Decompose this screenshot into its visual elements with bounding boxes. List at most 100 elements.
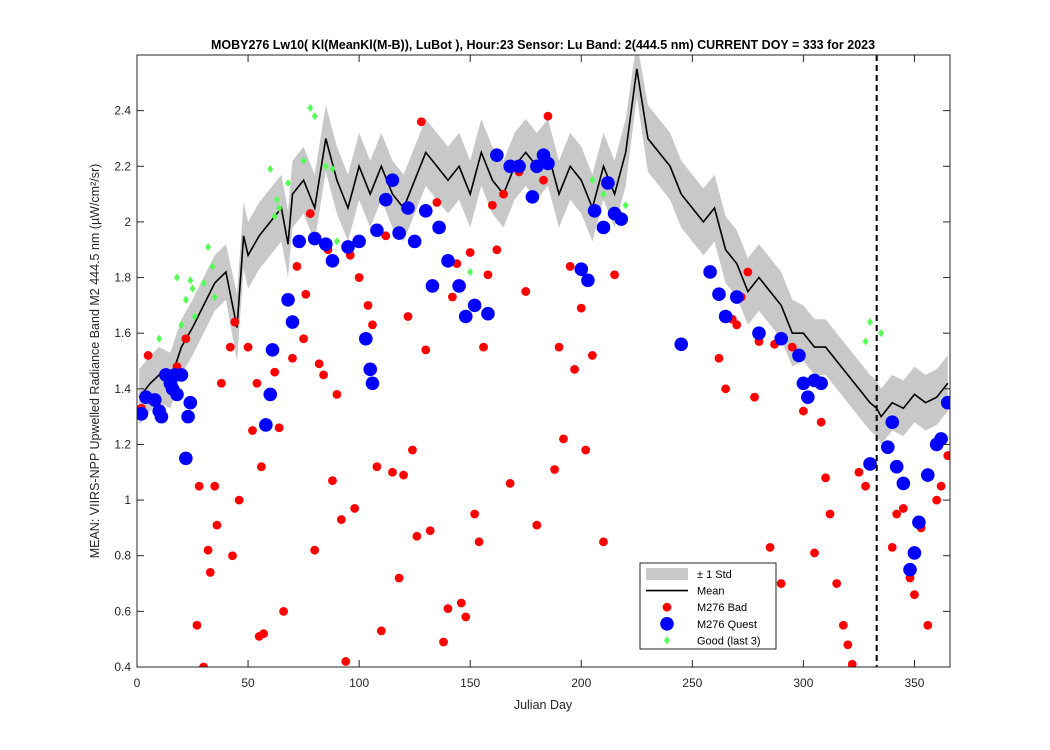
bad-point bbox=[403, 312, 413, 321]
good-point bbox=[276, 204, 283, 212]
quest-point bbox=[581, 273, 595, 288]
bad-point bbox=[898, 504, 908, 513]
bad-point bbox=[225, 342, 235, 352]
quest-point bbox=[814, 376, 828, 391]
bad-point bbox=[887, 542, 897, 552]
bad-point bbox=[565, 262, 575, 271]
quest-point bbox=[907, 546, 922, 560]
quest-point bbox=[541, 156, 555, 171]
y-tick-label: 1.4 bbox=[114, 382, 131, 396]
good-point bbox=[878, 329, 885, 338]
good-point bbox=[191, 312, 198, 321]
bad-point bbox=[205, 568, 215, 577]
bad-point bbox=[470, 509, 480, 519]
legend-diamond-swatch bbox=[664, 636, 670, 645]
bad-point bbox=[499, 189, 508, 199]
legend-dot-swatch bbox=[660, 617, 674, 631]
quest-point bbox=[525, 190, 540, 204]
good-point bbox=[867, 318, 874, 327]
bad-point bbox=[299, 334, 308, 344]
quest-point bbox=[674, 337, 689, 352]
bad-point bbox=[319, 370, 328, 380]
quest-point bbox=[378, 192, 393, 207]
x-tick-label: 300 bbox=[793, 676, 813, 690]
bad-point bbox=[448, 292, 457, 302]
bad-point bbox=[732, 320, 742, 330]
bad-point bbox=[305, 209, 315, 218]
quest-point bbox=[407, 234, 422, 249]
bad-point bbox=[543, 111, 553, 121]
bad-point bbox=[341, 657, 351, 666]
bad-point bbox=[203, 545, 213, 555]
bad-point bbox=[587, 351, 597, 360]
bad-point bbox=[328, 476, 337, 486]
bad-point bbox=[194, 481, 204, 491]
good-point bbox=[273, 195, 280, 204]
quest-point bbox=[467, 298, 482, 313]
quest-point bbox=[934, 432, 948, 446]
bad-point bbox=[292, 262, 302, 271]
chart-title: MOBY276 Lw10( Kl(MeanKl(M-B)), LuBot ), … bbox=[211, 38, 875, 52]
quest-point bbox=[147, 393, 162, 407]
bad-point bbox=[243, 342, 253, 352]
bad-point bbox=[550, 465, 560, 474]
bad-point bbox=[270, 367, 280, 377]
bad-point bbox=[354, 273, 364, 282]
bad-point bbox=[750, 392, 759, 402]
legend-label: Good (last 3) bbox=[697, 635, 761, 647]
good-point bbox=[285, 178, 292, 187]
quest-point bbox=[385, 173, 400, 187]
quest-point bbox=[490, 148, 504, 162]
bad-point bbox=[372, 462, 382, 472]
bad-point bbox=[721, 384, 731, 394]
good-point bbox=[307, 103, 314, 112]
good-point bbox=[622, 201, 629, 210]
bad-point bbox=[861, 481, 870, 491]
bad-point bbox=[199, 662, 209, 667]
quest-point bbox=[425, 279, 440, 293]
bad-point bbox=[765, 542, 775, 552]
bad-point bbox=[787, 342, 797, 352]
quest-point bbox=[401, 201, 415, 215]
good-point bbox=[189, 284, 196, 293]
bad-point bbox=[854, 467, 864, 477]
quest-point bbox=[792, 348, 806, 363]
quest-point bbox=[596, 220, 611, 235]
bad-point bbox=[456, 598, 466, 608]
x-tick-label: 350 bbox=[904, 676, 924, 690]
bad-point bbox=[838, 620, 848, 630]
bad-point bbox=[314, 359, 324, 369]
quest-point bbox=[796, 376, 811, 391]
good-point bbox=[187, 276, 194, 285]
y-tick-label: 1.8 bbox=[114, 271, 131, 285]
x-tick-label: 250 bbox=[682, 676, 702, 690]
good-point bbox=[322, 162, 329, 171]
good-point bbox=[271, 212, 278, 221]
bad-point bbox=[505, 479, 515, 488]
bad-point bbox=[228, 551, 237, 561]
bad-point bbox=[408, 445, 417, 455]
y-tick-label: 1 bbox=[124, 493, 131, 507]
x-axis-label: Julian Day bbox=[514, 698, 573, 712]
quest-point bbox=[392, 226, 406, 240]
bad-point bbox=[439, 637, 448, 647]
bad-point bbox=[892, 509, 902, 519]
y-tick-label: 0.8 bbox=[114, 549, 131, 563]
bad-point bbox=[610, 270, 619, 280]
quest-point bbox=[363, 362, 378, 377]
bad-point bbox=[394, 573, 404, 583]
quest-point bbox=[432, 220, 446, 235]
bad-point bbox=[492, 245, 502, 255]
quest-point bbox=[896, 476, 911, 491]
bad-point bbox=[816, 417, 826, 427]
bad-point bbox=[465, 248, 475, 257]
bad-point bbox=[923, 620, 933, 630]
quest-point bbox=[614, 212, 629, 226]
good-point bbox=[333, 237, 340, 246]
legend-label: M276 Quest bbox=[697, 619, 757, 631]
points-layer bbox=[137, 103, 950, 667]
quest-point bbox=[774, 331, 788, 346]
bad-point bbox=[479, 342, 488, 352]
bad-point bbox=[425, 526, 435, 536]
bad-point bbox=[576, 303, 586, 313]
